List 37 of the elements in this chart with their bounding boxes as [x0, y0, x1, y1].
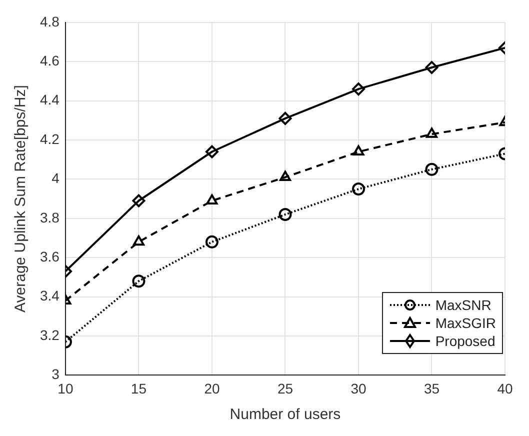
- point: [426, 128, 438, 138]
- legend-label: MaxSGIR: [435, 314, 496, 332]
- y-tick-label: 3.8: [40, 209, 60, 226]
- point: [132, 274, 146, 288]
- legend-label: MaxSNR: [435, 296, 492, 314]
- legend-label: Proposed: [435, 332, 496, 350]
- x-tick-label: 25: [277, 380, 294, 396]
- point: [425, 60, 438, 74]
- point: [279, 170, 291, 181]
- point: [132, 235, 144, 246]
- point: [132, 194, 146, 208]
- point: [205, 235, 218, 248]
- y-tick-label: 4.8: [40, 13, 60, 30]
- y-tick-label: 4.2: [40, 130, 60, 147]
- y-tick-label: 4.6: [40, 52, 60, 68]
- x-tick-label: 35: [424, 380, 440, 396]
- point: [425, 162, 438, 176]
- point: [352, 145, 364, 156]
- y-tick-label: 3.2: [40, 326, 60, 343]
- x-tick-label: 20: [204, 380, 220, 396]
- y-tick-label: 3: [52, 366, 60, 382]
- x-tick-label: 40: [497, 380, 513, 396]
- point: [205, 145, 218, 158]
- y-tick-label: 3.6: [40, 248, 60, 264]
- point: [278, 208, 292, 221]
- point: [352, 182, 365, 196]
- y-tick-label: 4: [52, 170, 60, 186]
- y-axis-title: Average Uplink Sum Rate[bps/Hz]: [12, 85, 30, 312]
- x-axis-title: Number of users: [230, 406, 341, 424]
- point: [278, 112, 292, 125]
- x-tick-label: 15: [130, 380, 147, 396]
- point: [206, 194, 218, 205]
- y-tick-label: 3.4: [40, 288, 60, 304]
- x-tick-label: 30: [350, 380, 366, 396]
- x-tick-label: 10: [58, 380, 74, 396]
- y-tick-label: 4.4: [40, 92, 60, 108]
- point: [352, 82, 365, 96]
